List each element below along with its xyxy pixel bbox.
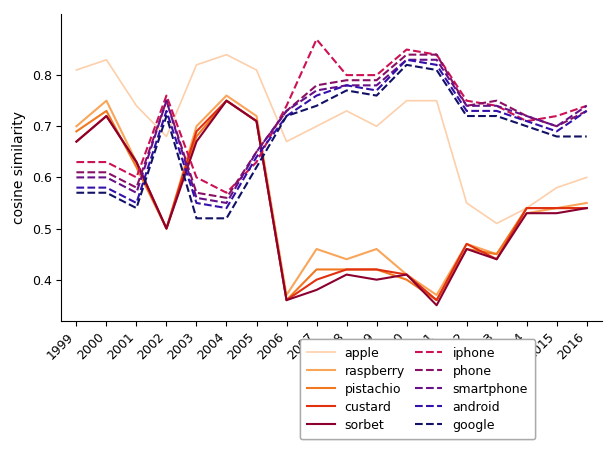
Legend: apple, raspberry, pistachio, custard, sorbet, iphone, phone, smartphone, android: apple, raspberry, pistachio, custard, so…: [300, 339, 535, 439]
Y-axis label: cosine similarity: cosine similarity: [12, 111, 26, 224]
